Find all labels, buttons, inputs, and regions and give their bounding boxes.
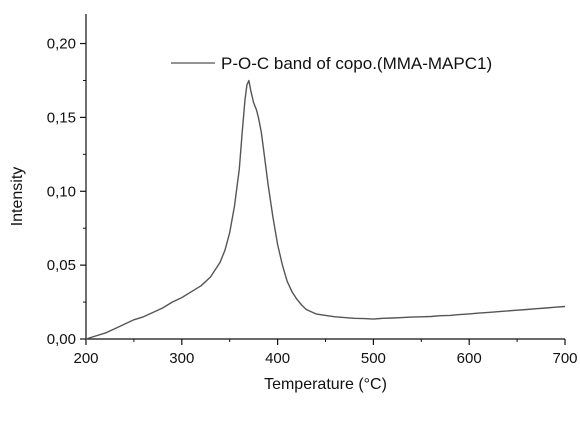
y-tick-label: 0,00 bbox=[47, 331, 76, 348]
x-tick-label: 500 bbox=[361, 350, 386, 367]
y-tick-label: 0,20 bbox=[47, 36, 76, 53]
y-axis-title: Intensity bbox=[9, 167, 26, 227]
series-line bbox=[85, 79, 566, 340]
series-layer bbox=[85, 79, 566, 340]
legend: P-O-C band of copo.(MMA-MAPC1) bbox=[171, 54, 492, 73]
legend-label: P-O-C band of copo.(MMA-MAPC1) bbox=[221, 54, 492, 73]
x-ticks: 200 300 400 500 600 700 bbox=[73, 339, 578, 367]
y-ticks: 0,00 0,05 0,10 0,15 0,20 bbox=[47, 36, 86, 348]
x-tick-label: 400 bbox=[265, 350, 290, 367]
y-tick-label: 0,10 bbox=[47, 183, 76, 200]
y-tick-label: 0,05 bbox=[47, 257, 76, 274]
x-tick-label: 200 bbox=[73, 350, 98, 367]
x-tick-label: 600 bbox=[457, 350, 482, 367]
y-tick-label: 0,15 bbox=[47, 109, 76, 126]
x-tick-label: 700 bbox=[552, 350, 577, 367]
x-tick-label: 300 bbox=[169, 350, 194, 367]
plot-area: 0,00 0,05 0,10 0,15 0,20 200 300 400 500 600 700 bbox=[47, 14, 578, 367]
x-axis-title: Temperature (°C) bbox=[264, 376, 387, 393]
